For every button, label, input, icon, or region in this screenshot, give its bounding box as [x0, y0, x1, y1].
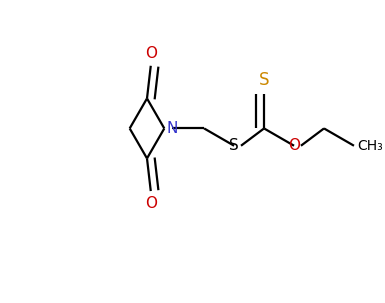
- Text: S: S: [259, 71, 269, 89]
- Text: S: S: [229, 138, 239, 153]
- Text: O: O: [288, 138, 300, 153]
- Text: N: N: [166, 121, 177, 136]
- Text: O: O: [145, 196, 157, 211]
- Text: O: O: [145, 46, 157, 61]
- Text: CH₃: CH₃: [357, 139, 383, 153]
